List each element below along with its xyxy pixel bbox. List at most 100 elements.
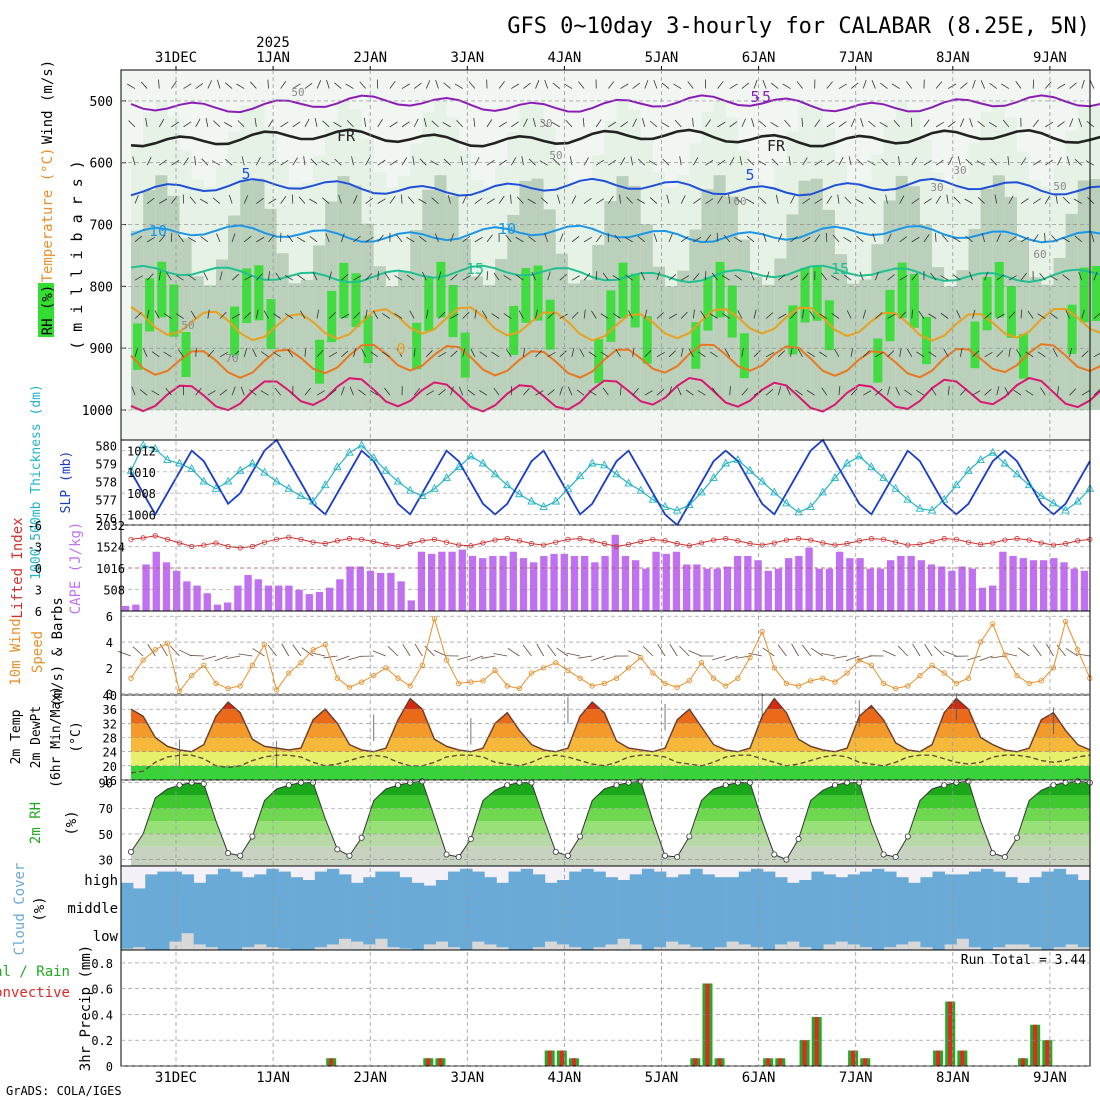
wind-barb <box>965 235 973 243</box>
wind-barb <box>819 313 828 319</box>
wind-barb <box>207 309 210 319</box>
wind-speed-point <box>1014 672 1020 679</box>
wind-barb <box>468 81 476 89</box>
thickness-point <box>223 476 233 485</box>
cloud-cell-low <box>690 947 703 950</box>
temperature-line <box>130 697 1091 753</box>
wind-barb-10m <box>578 655 593 659</box>
wind-barb <box>243 312 252 319</box>
wind-barb <box>486 234 493 243</box>
cloud-cell <box>932 871 945 894</box>
lifted-index-point <box>747 541 753 547</box>
wind-barb <box>666 194 670 204</box>
wind-barb <box>207 349 215 358</box>
wind-barb <box>146 156 152 166</box>
lifted-index-point <box>1026 537 1032 543</box>
wind-barb <box>423 118 427 127</box>
cape-bar <box>601 555 609 611</box>
wind-speed-point <box>395 675 401 681</box>
wind-barb <box>825 232 828 242</box>
wind-speed-point <box>249 662 256 668</box>
wind-barb <box>304 82 313 89</box>
wind-barb <box>154 310 160 319</box>
wind-speed-point <box>1002 652 1008 658</box>
cloud-cell <box>193 882 207 894</box>
lifted-index-point <box>965 539 972 545</box>
wind-barb <box>551 122 561 128</box>
wind-barb <box>447 194 451 204</box>
wind-barb <box>802 273 809 281</box>
wind-barb <box>1069 347 1072 357</box>
wind-barb <box>887 386 891 396</box>
cape-bar <box>1019 558 1027 611</box>
wind-barb <box>309 236 318 243</box>
wind-barb <box>1039 272 1046 281</box>
wind-speed-point <box>1062 618 1069 624</box>
thickness-point <box>163 454 172 463</box>
cloud-cell <box>811 922 824 950</box>
rh-point <box>1014 834 1021 841</box>
rh-shade-moist <box>1079 267 1089 323</box>
wind-barb <box>741 388 749 396</box>
wind-barb <box>984 271 989 281</box>
wind-barb <box>644 350 652 358</box>
lifted-index-point <box>225 543 231 550</box>
wind-barb <box>778 350 786 358</box>
thickness-point <box>806 501 815 510</box>
cloud-cell <box>871 868 885 894</box>
wind-barb <box>430 160 439 166</box>
wind-barb <box>728 194 731 204</box>
wind-barb <box>151 351 160 358</box>
rh2m-axis-label: (%) <box>64 810 80 835</box>
wind-barb <box>1091 233 1095 242</box>
wind-barb <box>1057 121 1065 128</box>
wind-barb <box>260 390 269 396</box>
thickness-point <box>794 507 803 516</box>
cloud-cell <box>993 922 1006 950</box>
cloud-cell <box>956 874 970 894</box>
temperature-axis-label: Temperature (°C) <box>40 148 56 283</box>
lifted-index-point <box>783 537 790 543</box>
cloud-cell <box>484 894 497 922</box>
wind-barb <box>338 194 342 204</box>
rh-shade-mid <box>203 285 217 410</box>
wind-barb <box>425 309 429 319</box>
wind-barb <box>831 275 840 281</box>
wind-barb <box>431 120 439 128</box>
wind-barb <box>729 83 738 89</box>
cloud-cell <box>314 871 328 894</box>
year-label: 2025 <box>256 35 290 51</box>
cape-bar <box>519 558 528 611</box>
cape-bar <box>417 551 426 611</box>
wind-barb <box>668 274 677 281</box>
wind-barb <box>183 157 189 166</box>
wind-barb <box>547 351 556 358</box>
cape-bar <box>213 604 222 611</box>
cape-bar <box>407 600 415 611</box>
thickness-point <box>830 473 840 481</box>
wind-barb <box>1069 118 1074 128</box>
wind-barb <box>171 160 180 166</box>
wind-barb <box>212 197 221 204</box>
cloud-cell <box>702 894 715 922</box>
isotherm-label: 5 <box>745 166 754 184</box>
cape-bar <box>346 566 354 611</box>
wind-barb <box>1093 388 1100 396</box>
thickness-point <box>320 480 330 489</box>
wind-barb-10m <box>556 647 569 657</box>
cloud-cell-low <box>859 947 873 950</box>
lifted-index-point <box>407 541 413 547</box>
wind-barb <box>458 386 464 396</box>
wind-barb <box>1016 348 1022 358</box>
cloud-cell <box>520 894 534 922</box>
cape-bar <box>662 553 670 611</box>
lifted-index-point <box>164 536 171 542</box>
lifted-index-point <box>298 536 304 542</box>
wind-barb <box>309 198 318 204</box>
lifted-tick-label: -6 <box>28 519 42 533</box>
wind-barb <box>365 197 374 204</box>
rh-shade-mid <box>470 276 484 410</box>
wind-barb <box>250 81 257 89</box>
wind-barb <box>705 198 714 204</box>
wind-speed-point <box>1075 647 1081 653</box>
